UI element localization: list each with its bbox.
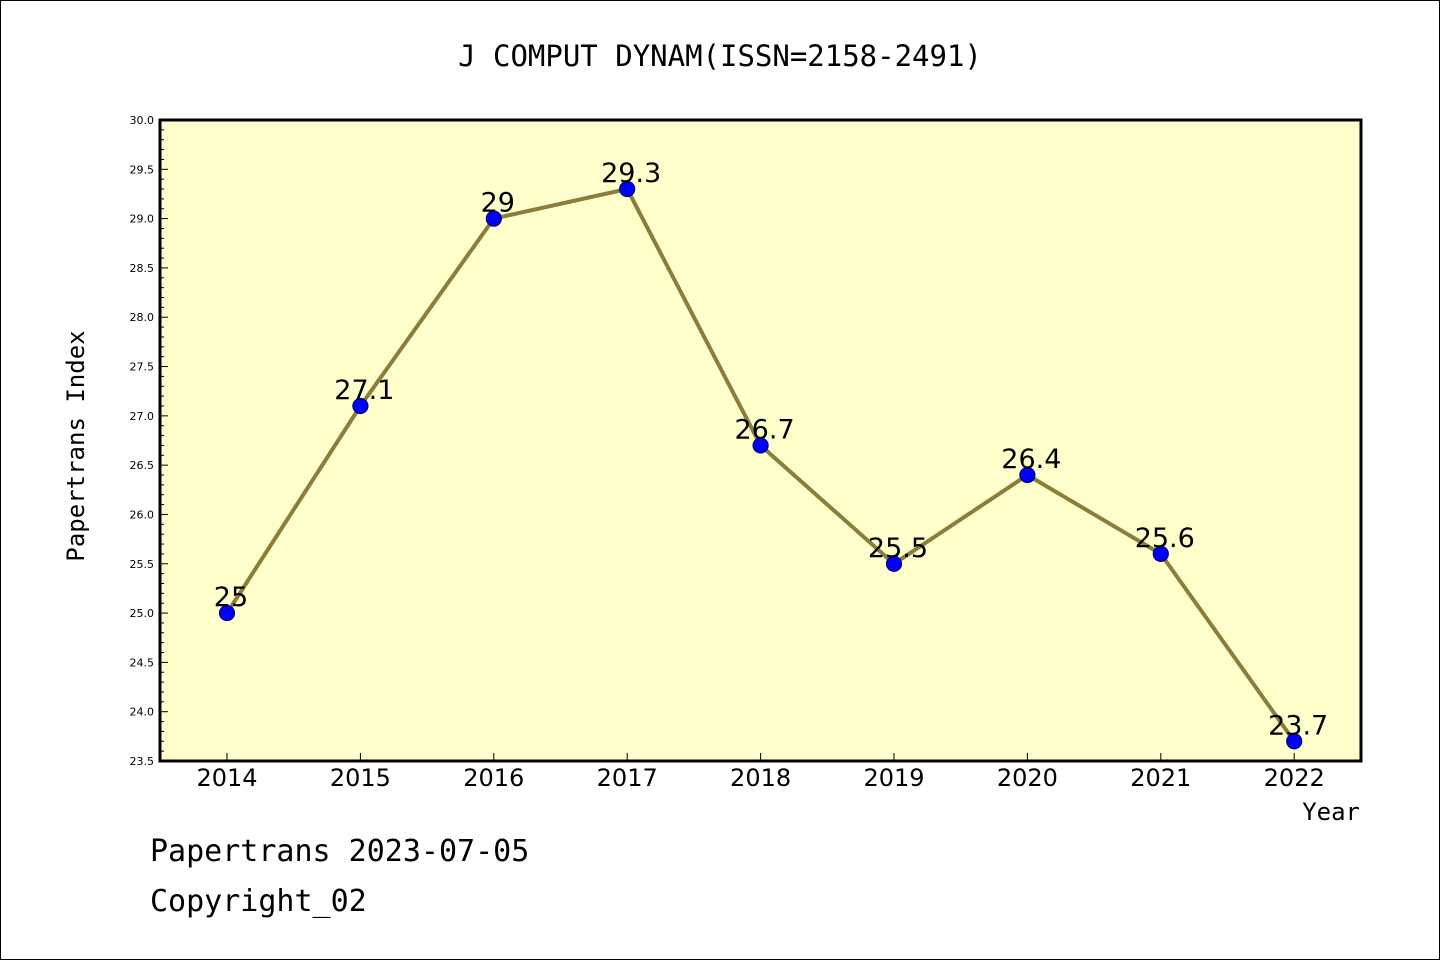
chart-title: J COMPUT DYNAM(ISSN=2158-2491) [458, 39, 982, 73]
data-point-marker [218, 604, 236, 622]
y-tick-label: 27.5 [130, 361, 155, 374]
x-tick-label: 2019 [863, 764, 924, 792]
data-label: 25.5 [868, 533, 928, 564]
y-tick-label: 25.5 [130, 558, 155, 571]
data-labels: 25 27.1 29 29.3 26.7 25.5 26.4 25.6 23.7 [214, 158, 1328, 741]
x-tick-label: 2017 [597, 764, 658, 792]
data-point-marker [619, 180, 636, 198]
footer-date: Papertrans 2023-07-05 [150, 834, 530, 869]
x-tick-label: 2022 [1264, 764, 1325, 792]
y-tick-label: 29.0 [130, 213, 155, 226]
data-point-marker [1152, 545, 1169, 563]
y-tick-label: 27.0 [130, 410, 155, 423]
y-tick-label: 29.5 [130, 163, 155, 176]
data-point-marker [885, 555, 903, 572]
x-tick-label: 2020 [997, 764, 1058, 792]
x-tick-label: 2014 [196, 764, 257, 792]
data-point-marker [1286, 733, 1303, 750]
y-tick-label: 28.0 [130, 311, 155, 324]
data-label: 25 [214, 582, 248, 613]
x-tick-label: 2016 [463, 764, 524, 792]
data-label: 26.4 [1001, 444, 1061, 475]
x-axis-ticks: 2014 2015 2016 2017 2018 2019 2020 2021 2022 [196, 753, 1325, 792]
data-label: 29 [481, 188, 515, 219]
data-label: 25.6 [1135, 523, 1195, 554]
y-tick-label: 30.0 [130, 114, 155, 127]
y-tick-label: 25.0 [130, 607, 155, 620]
data-label: 23.7 [1268, 710, 1328, 741]
footer-copyright: Copyright_02 [150, 884, 367, 919]
data-point-marker [485, 210, 502, 227]
data-point-marker [752, 437, 769, 454]
y-axis-label: Papertrans Index [62, 330, 90, 561]
y-tick-label: 23.5 [130, 755, 155, 768]
data-label: 27.1 [334, 375, 394, 406]
y-tick-label: 28.5 [130, 262, 155, 275]
series-line-group [218, 180, 1303, 750]
y-axis-ticks: 23.5 24.0 24.5 25.0 25.5 26.0 26.5 27.0 27.5 28.0… [130, 114, 168, 768]
data-label: 26.7 [735, 414, 795, 445]
x-tick-label: 2018 [730, 764, 791, 792]
y-tick-label: 24.0 [130, 706, 155, 719]
data-point-marker [1019, 466, 1036, 484]
y-tick-label: 24.5 [130, 656, 155, 669]
data-point-marker [352, 397, 369, 415]
x-axis-label: Year [1302, 798, 1360, 826]
y-tick-label: 26.0 [130, 508, 155, 521]
x-tick-label: 2021 [1130, 764, 1191, 792]
x-tick-label: 2015 [330, 764, 391, 792]
data-label: 29.3 [601, 158, 661, 189]
y-tick-label: 26.5 [130, 459, 155, 472]
